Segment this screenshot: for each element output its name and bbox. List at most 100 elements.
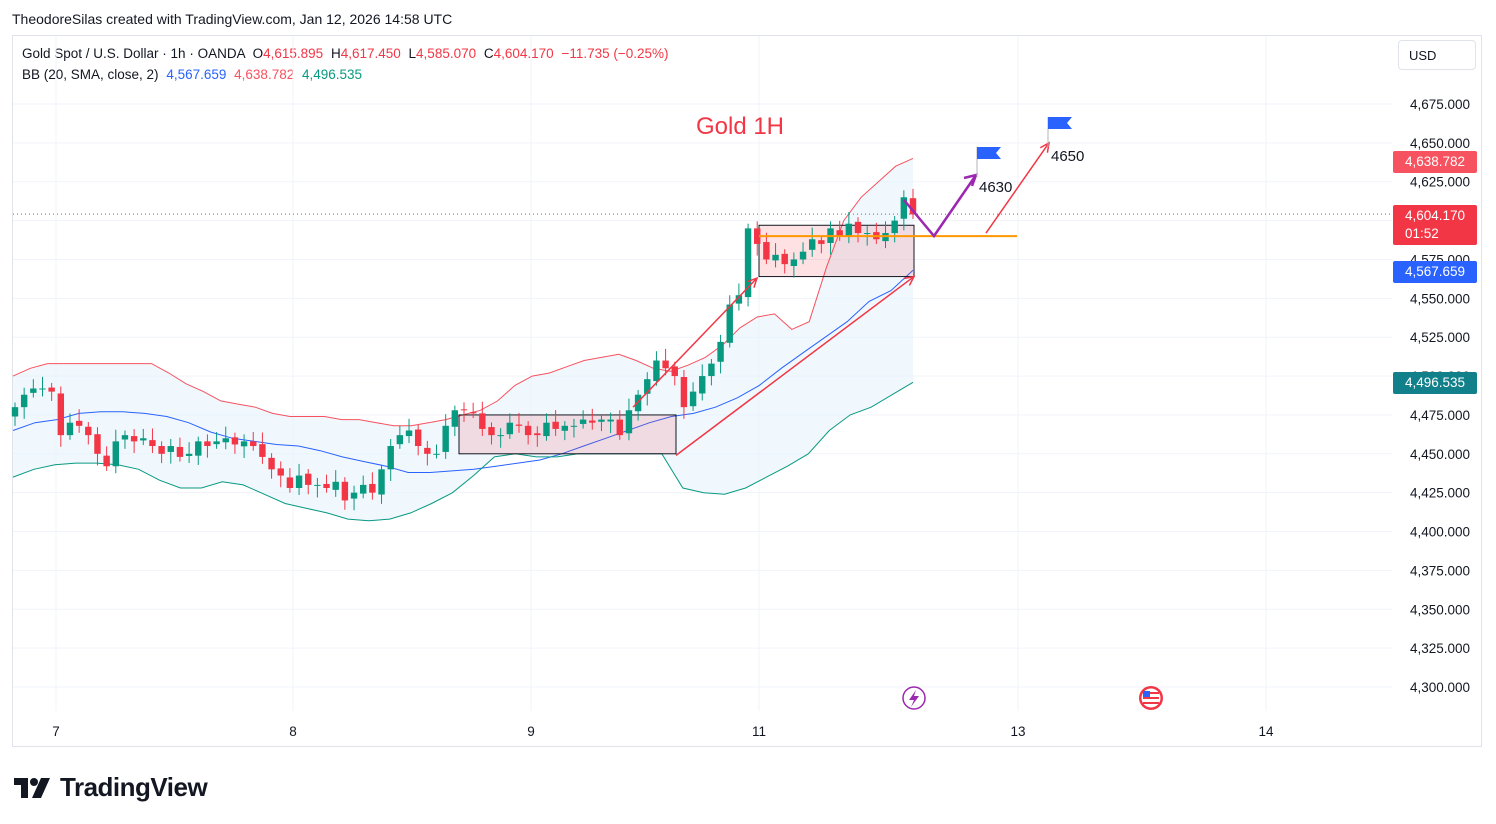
candle-body: [11, 407, 19, 417]
candle-body: [552, 421, 559, 429]
candle-body: [240, 441, 248, 447]
candlesticks: [11, 188, 917, 511]
price-tick-label: 4,450.000: [1410, 447, 1470, 462]
bar-countdown: 01:52: [1405, 226, 1439, 241]
candle-body: [341, 481, 349, 501]
time-tick-label: 9: [527, 724, 535, 739]
candle-body: [424, 447, 431, 454]
candle-body: [94, 434, 101, 454]
candle-body: [717, 341, 724, 362]
upper-band-price-tag: 4,638.782: [1393, 151, 1477, 173]
candle-body: [167, 446, 174, 452]
chart-frame[interactable]: [12, 35, 1482, 747]
candle-body: [387, 446, 394, 470]
candle-body: [909, 198, 917, 215]
candle-body: [305, 473, 312, 485]
candle-body: [350, 492, 358, 499]
time-tick-label: 13: [1010, 724, 1025, 739]
price-tick-label: 4,300.000: [1410, 680, 1470, 695]
candle-body: [607, 419, 614, 422]
candle-body: [616, 419, 623, 436]
bb-fill: [13, 158, 913, 521]
candle-body: [598, 419, 605, 422]
candle-body: [524, 425, 532, 436]
price-tick-label: 4,625.000: [1410, 175, 1470, 190]
candle-body: [891, 220, 898, 234]
candle-body: [39, 388, 46, 390]
candle-body: [708, 363, 715, 377]
price-tick-label: 4,550.000: [1410, 291, 1470, 306]
currency-button[interactable]: USD: [1398, 40, 1476, 70]
price-tick-label: 4,350.000: [1410, 602, 1470, 617]
low-label: L: [408, 46, 417, 61]
candle-body: [268, 457, 275, 470]
candle-body: [744, 228, 752, 298]
candle-body: [634, 394, 642, 412]
target-4630-label: 4630: [979, 179, 1012, 196]
change-value: −11.735 (−0.25%): [561, 46, 669, 61]
candle-body: [176, 446, 184, 457]
candle-body: [286, 477, 294, 489]
candle-body: [140, 438, 147, 441]
last-price-tag: 4,604.170 01:52: [1393, 205, 1477, 245]
candle-body: [543, 422, 550, 437]
candle-body: [185, 453, 193, 456]
projected-path: [903, 174, 978, 239]
candle-body: [451, 410, 459, 427]
candle-body: [799, 251, 807, 260]
us-flag-icon[interactable]: [1139, 686, 1163, 710]
candle-body: [671, 366, 678, 377]
candle-body: [30, 388, 37, 393]
candle-body: [222, 438, 229, 443]
low-value: 4,585.070: [416, 46, 477, 61]
price-tick-label: 4,525.000: [1410, 330, 1470, 345]
candle-body: [277, 468, 284, 476]
time-tick-label: 8: [289, 724, 297, 739]
candle-body: [359, 484, 367, 494]
bollinger-bands: [12, 157, 914, 522]
close-value: 4,604.170: [493, 46, 554, 61]
candle-body: [561, 425, 569, 431]
candle-body: [259, 444, 266, 457]
lightning-icon[interactable]: [902, 686, 926, 710]
candle-body: [442, 425, 449, 452]
time-tick-label: 11: [752, 724, 766, 739]
candle-body: [497, 435, 504, 437]
candle-body: [314, 484, 321, 486]
candle-body: [662, 360, 669, 369]
bb-lower-value: 4,496.535: [301, 67, 363, 82]
trend-arrow-1-head: [747, 276, 759, 288]
candle-body: [250, 441, 257, 447]
price-tick-label: 4,375.000: [1410, 563, 1470, 578]
symbol-info[interactable]: Gold Spot / U.S. Dollar · 1h · OANDA: [22, 46, 245, 61]
bb-basis-line: [12, 269, 914, 473]
last-price: 4,604.170: [1405, 208, 1466, 223]
candle-body: [515, 424, 523, 426]
price-tick-label: 4,400.000: [1410, 525, 1470, 540]
bb-basis-value: 4,567.659: [166, 67, 227, 82]
candle-body: [845, 223, 853, 237]
candle-body: [369, 483, 376, 493]
price-tick-label: 4,325.000: [1410, 641, 1470, 656]
brand-name: TradingView: [60, 772, 208, 802]
candle-body: [121, 435, 129, 440]
candle-body: [479, 413, 486, 429]
candle-body: [653, 360, 660, 382]
candle-body: [790, 259, 798, 266]
candle-body: [644, 379, 651, 394]
candle-body: [781, 253, 788, 265]
candle-body: [130, 436, 138, 442]
tradingview-logo[interactable]: TradingView: [14, 772, 208, 803]
high-value: 4,617.450: [340, 46, 401, 61]
candle-body: [295, 475, 303, 489]
lower-band-price-tag: 4,496.535: [1393, 372, 1477, 394]
candle-body: [726, 304, 733, 343]
candle-body: [506, 422, 514, 435]
high-label: H: [330, 46, 341, 61]
chart-credit: TheodoreSilas created with TradingView.c…: [12, 11, 453, 27]
candle-body: [854, 221, 862, 234]
consolidation-box: [458, 414, 677, 455]
target-4650-label: 4650: [1051, 148, 1084, 165]
candle-body: [625, 410, 633, 434]
